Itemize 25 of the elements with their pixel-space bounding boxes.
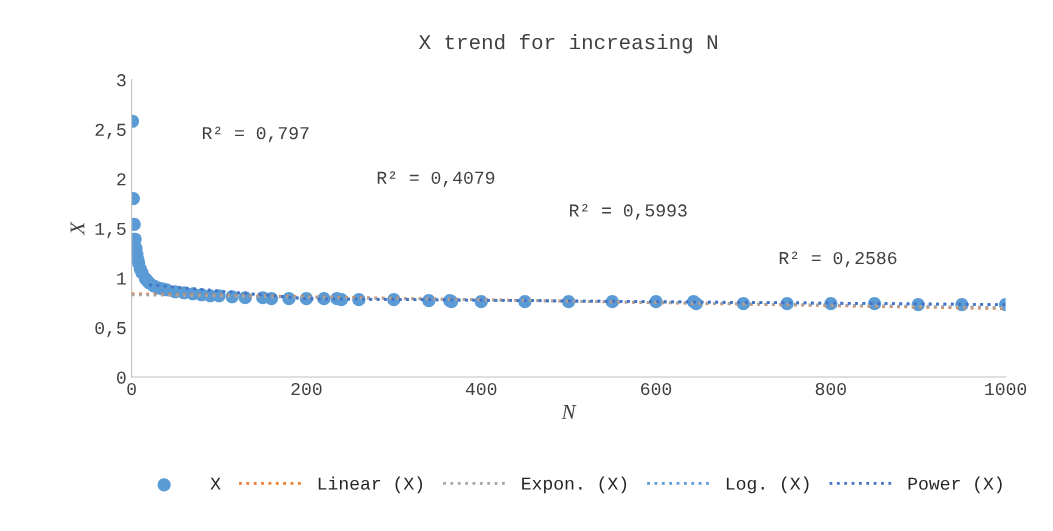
y-tick-label: 0: [117, 371, 126, 384]
annotation: R² = 0,4079: [377, 171, 495, 187]
legend-label: X: [210, 477, 221, 490]
x-axis-title: N: [561, 405, 577, 419]
y-tick-label: 2: [117, 173, 126, 186]
x-tick-label: 200: [291, 382, 322, 396]
chart-title: X trend for increasing N: [418, 34, 717, 54]
y-tick-label: 2,5: [95, 123, 126, 139]
legend-label: Expon. (X): [522, 476, 627, 494]
legend-label: Power (X): [908, 476, 1002, 494]
x-tick-label: 400: [465, 382, 497, 396]
y-tick-label: 1: [117, 272, 126, 285]
annotation: R² = 0,5993: [570, 203, 687, 220]
x-tick-label: 0: [127, 382, 136, 396]
legend-label: Linear (X): [318, 476, 423, 494]
legend-label: Log. (X): [726, 476, 809, 494]
y-tick-label: 3: [117, 74, 126, 87]
x-tick-label: 800: [815, 382, 846, 396]
x-tick-label: 1000: [985, 382, 1027, 396]
y-tick-label: 0,5: [95, 321, 126, 338]
y-tick-label: 1,5: [95, 222, 126, 239]
x-tick-label: 600: [641, 382, 672, 396]
annotation: R² = 0,797: [202, 126, 309, 143]
y-axis-title: X: [70, 221, 85, 236]
annotation: R² = 0,2586: [779, 251, 897, 268]
